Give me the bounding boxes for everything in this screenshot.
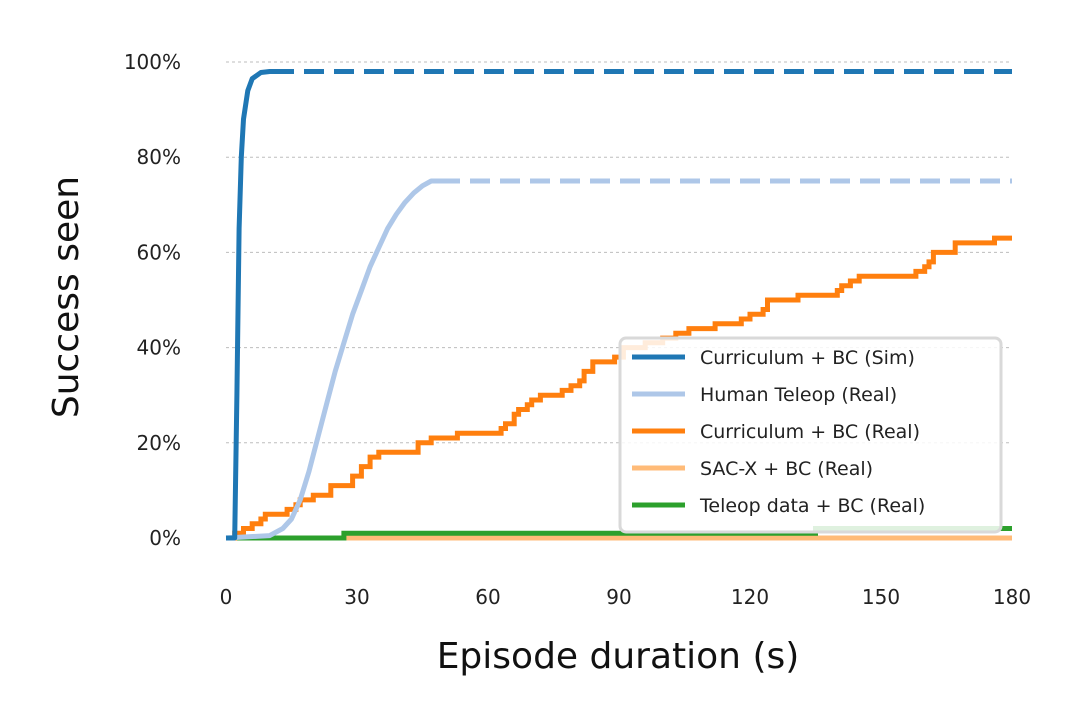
y-tick-label: 20% bbox=[137, 431, 181, 455]
series-curriculum-bc-sim-line bbox=[226, 69, 274, 541]
legend-label: Curriculum + BC (Real) bbox=[700, 421, 920, 443]
y-axis-title: Success seen bbox=[46, 176, 87, 418]
x-tick-label: 90 bbox=[606, 585, 631, 609]
series-lines bbox=[225, 69, 1012, 541]
y-tick-label: 80% bbox=[137, 145, 181, 169]
y-tick-label: 60% bbox=[137, 240, 181, 264]
legend-label: Curriculum + BC (Sim) bbox=[700, 347, 915, 369]
x-tick-label: 0 bbox=[220, 585, 233, 609]
legend-box bbox=[618, 336, 1003, 534]
x-axis-title: Episode duration (s) bbox=[437, 636, 800, 677]
x-tick-label: 60 bbox=[475, 585, 500, 609]
y-tick-label: 0% bbox=[149, 526, 181, 550]
x-tick-label: 30 bbox=[344, 585, 369, 609]
x-tick-label: 120 bbox=[731, 585, 769, 609]
y-tick-label: 40% bbox=[137, 336, 181, 360]
x-tick-labels: 0 30 60 90 120 150 180 bbox=[220, 585, 1031, 609]
legend: Curriculum + BC (Sim) Human Teleop (Real)… bbox=[618, 336, 1003, 534]
legend-label: Human Teleop (Real) bbox=[700, 384, 897, 406]
legend-label: Teleop data + BC (Real) bbox=[699, 495, 925, 517]
series-curriculum-bc-real-line bbox=[226, 235, 1012, 541]
x-tick-label: 150 bbox=[862, 585, 900, 609]
legend-label: SAC-X + BC (Real) bbox=[700, 458, 873, 480]
y-tick-labels: 0% 20% 40% 60% 80% 100% bbox=[124, 50, 181, 550]
x-tick-label: 180 bbox=[993, 585, 1031, 609]
y-tick-label: 100% bbox=[124, 50, 181, 74]
series-human-teleop-real-line bbox=[225, 178, 440, 541]
